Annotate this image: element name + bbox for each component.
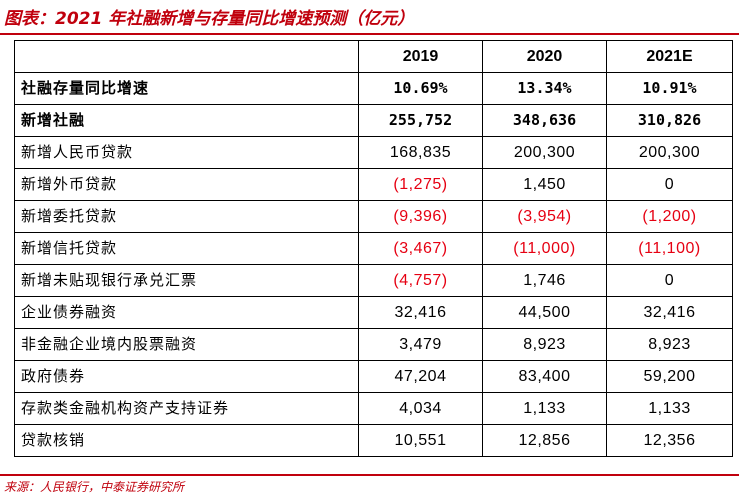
value-cell: 1,450: [482, 168, 607, 201]
value-cell: 1,746: [482, 264, 607, 297]
table-row: 新增外币贷款 (1,275) 1,450 0: [14, 168, 733, 201]
table-body: 社融存量同比增速 10.69% 13.34% 10.91% 新增社融 255,752 348…: [14, 72, 733, 457]
value-cell: 13.34%: [482, 72, 607, 105]
header-row: 2019 2020 2021E: [14, 40, 733, 73]
row-label: 存款类金融机构资产支持证券: [14, 392, 359, 425]
value-cell: 10,551: [358, 424, 483, 457]
value-cell: 4,034: [358, 392, 483, 425]
value-cell: 59,200: [606, 360, 733, 393]
value-cell: 168,835: [358, 136, 483, 169]
table-row: 企业债券融资 32,416 44,500 32,416: [14, 296, 733, 329]
value-cell: 310,826: [606, 104, 733, 137]
value-cell: (1,200): [606, 200, 733, 233]
value-cell: 1,133: [482, 392, 607, 425]
table-row: 非金融企业境内股票融资 3,479 8,923 8,923: [14, 328, 733, 361]
table-row: 新增人民币贷款 168,835 200,300 200,300: [14, 136, 733, 169]
value-cell: 200,300: [606, 136, 733, 169]
value-cell: 10.91%: [606, 72, 733, 105]
value-cell: 83,400: [482, 360, 607, 393]
row-label: 社融存量同比增速: [14, 72, 359, 105]
value-cell: (9,396): [358, 200, 483, 233]
value-cell: (4,757): [358, 264, 483, 297]
row-label: 企业债券融资: [14, 296, 359, 329]
row-label: 贷款核销: [14, 424, 359, 457]
table-row: 新增委托贷款 (9,396) (3,954) (1,200): [14, 200, 733, 233]
value-cell: 32,416: [606, 296, 733, 329]
header-year-2021e: 2021E: [606, 40, 733, 73]
value-cell: 32,416: [358, 296, 483, 329]
row-label: 非金融企业境内股票融资: [14, 328, 359, 361]
value-cell: 255,752: [358, 104, 483, 137]
footer-divider: [0, 474, 739, 476]
value-cell: (1,275): [358, 168, 483, 201]
value-cell: 47,204: [358, 360, 483, 393]
value-cell: 12,356: [606, 424, 733, 457]
value-cell: 200,300: [482, 136, 607, 169]
figure-title: 图表：2021 年社融新增与存量同比增速预测（亿元）: [4, 9, 415, 29]
header-year-2020: 2020: [482, 40, 607, 73]
header-year-2019: 2019: [358, 40, 483, 73]
row-label: 新增委托贷款: [14, 200, 359, 233]
value-cell: 0: [606, 168, 733, 201]
value-cell: (11,000): [482, 232, 607, 265]
table-row: 贷款核销 10,551 12,856 12,356: [14, 424, 733, 457]
value-cell: 10.69%: [358, 72, 483, 105]
value-cell: 44,500: [482, 296, 607, 329]
row-label: 新增未贴现银行承兑汇票: [14, 264, 359, 297]
value-cell: (3,954): [482, 200, 607, 233]
value-cell: 0: [606, 264, 733, 297]
table-row: 政府债券 47,204 83,400 59,200: [14, 360, 733, 393]
value-cell: 12,856: [482, 424, 607, 457]
table-row: 新增信托贷款 (3,467) (11,000) (11,100): [14, 232, 733, 265]
value-cell: 8,923: [482, 328, 607, 361]
data-table: 2019 2020 2021E 社融存量同比增速 10.69% 13.34% 10.9…: [14, 40, 733, 457]
value-cell: 8,923: [606, 328, 733, 361]
row-label: 新增人民币贷款: [14, 136, 359, 169]
header-corner: [14, 40, 359, 73]
table-row: 新增社融 255,752 348,636 310,826: [14, 104, 733, 137]
row-label: 新增信托贷款: [14, 232, 359, 265]
row-label: 新增外币贷款: [14, 168, 359, 201]
row-label: 政府债券: [14, 360, 359, 393]
title-divider: [0, 33, 739, 35]
value-cell: (3,467): [358, 232, 483, 265]
value-cell: 3,479: [358, 328, 483, 361]
value-cell: 348,636: [482, 104, 607, 137]
table-row: 存款类金融机构资产支持证券 4,034 1,133 1,133: [14, 392, 733, 425]
source-note: 来源：人民银行，中泰证券研究所: [4, 480, 185, 494]
value-cell: 1,133: [606, 392, 733, 425]
value-cell: (11,100): [606, 232, 733, 265]
row-label: 新增社融: [14, 104, 359, 137]
table-row: 社融存量同比增速 10.69% 13.34% 10.91%: [14, 72, 733, 105]
table-row: 新增未贴现银行承兑汇票 (4,757) 1,746 0: [14, 264, 733, 297]
